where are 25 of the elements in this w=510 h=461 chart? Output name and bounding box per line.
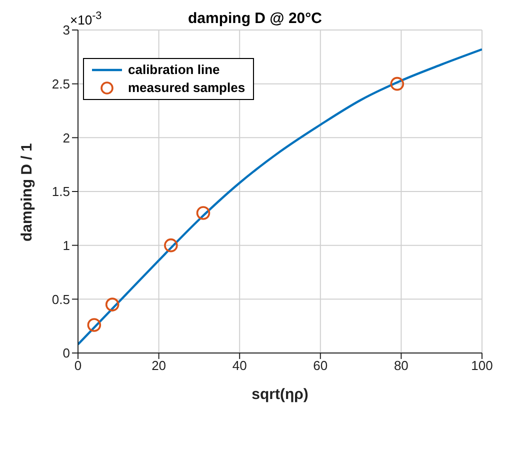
x-tick-label: 20 [152,358,166,374]
legend-label: calibration line [128,61,220,79]
x-axis-title: sqrt(ηρ) [252,386,308,403]
x-tick-label: 80 [394,358,408,374]
y-tick-label: 1 [62,238,70,253]
x-tick-label: 100 [471,358,493,374]
point [196,206,210,220]
y-tick-label: 1.5 [52,184,70,200]
text: ×10$^{-3}$ [70,10,102,28]
y-tick-label: 0 [62,346,70,361]
y-tick-label: 2.5 [52,76,70,92]
chart-title: damping D @ 20°C [188,10,322,27]
point [105,298,120,312]
y-axis-title: damping D / 1 [18,143,36,242]
point [390,76,404,91]
x-tick-label: 0 [74,358,82,374]
x-tick-label: 60 [313,358,328,374]
y-tick-label: 3 [62,22,70,38]
point [87,318,102,332]
legend-label: measured samples [128,79,246,97]
y-tick-label: 0.5 [52,292,70,307]
x-tick-label: 40 [232,358,247,374]
point [164,238,178,252]
line-series [78,48,482,346]
y-tick-label: 2 [62,130,70,146]
